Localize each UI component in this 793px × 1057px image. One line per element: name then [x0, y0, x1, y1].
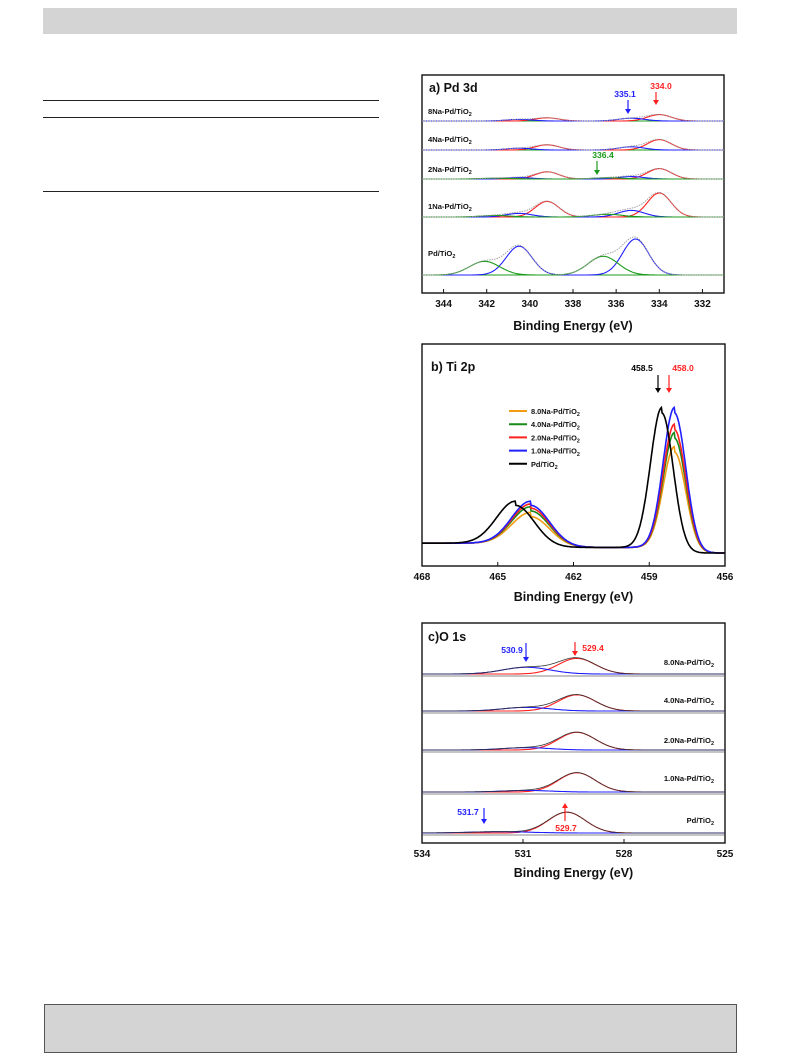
pd3d-x-tick-label: 334	[651, 299, 668, 310]
o1s-arrow	[572, 642, 578, 656]
pd3d-spectrum: 4Na-Pd/TiO2	[422, 135, 724, 151]
pd3d-x-tick-label: 336	[608, 299, 625, 310]
pd3d-annotation: 335.1	[614, 89, 636, 99]
o1s-series-label: 8.0Na-Pd/TiO2	[664, 658, 714, 669]
ti2p-legend-label: 8.0Na-Pd/TiO2	[531, 407, 580, 418]
ti2p-legend-label: Pd/TiO2	[531, 460, 558, 471]
pd3d-arrow	[594, 161, 600, 175]
o1s-annotation: 529.7	[555, 823, 577, 833]
o1s-annotation: 531.7	[457, 807, 479, 817]
pd3d-spectrum: 8Na-Pd/TiO2	[422, 107, 724, 122]
ti2p-x-tick-label: 456	[717, 572, 734, 583]
ti2p-annotation: 458.0	[672, 363, 694, 373]
pd3d-plot-frame	[421, 74, 725, 294]
ti2p-series-line	[422, 405, 725, 554]
o1s-arrow	[523, 643, 529, 662]
pd3d-x-tick-label: 344	[435, 299, 452, 310]
pd3d-envelope	[422, 191, 724, 218]
ti2p-x-tick-label: 465	[489, 572, 506, 583]
pd3d-x-tick-label: 342	[478, 299, 495, 310]
pd3d-annotation: 336.4	[592, 150, 614, 160]
ti2p-legend-label: 2.0Na-Pd/TiO2	[531, 433, 580, 444]
o1s-spectrum: 8.0Na-Pd/TiO2	[422, 657, 725, 677]
ti2p-arrow	[666, 375, 672, 393]
ti2p-legend-label: 1.0Na-Pd/TiO2	[531, 447, 580, 458]
o1s-series-label: Pd/TiO2	[687, 816, 714, 827]
ti2p-legend-label: 4.0Na-Pd/TiO2	[531, 420, 580, 431]
o1s-spectrum: 4.0Na-Pd/TiO2	[422, 694, 725, 714]
ti2p-annotation: 458.5	[631, 363, 653, 373]
ti2p-panel: b) Ti 2p 8.0Na-Pd/TiO2 4.0Na-Pd/TiO2 2.0Na-…	[414, 343, 734, 604]
pd3d-envelope	[422, 113, 724, 122]
o1s-x-axis-label: Binding Energy (eV)	[514, 866, 633, 880]
o1s-x-tick-label: 534	[414, 849, 431, 860]
o1s-envelope	[421, 811, 725, 834]
o1s-envelope	[422, 772, 725, 793]
pd3d-series-label: 8Na-Pd/TiO2	[428, 107, 472, 118]
ti2p-title: b) Ti 2p	[431, 360, 476, 374]
pd3d-panel: a) Pd 3d 8Na-Pd/TiO2 4Na-Pd/TiO2 2Na-Pd/TiO…	[421, 74, 725, 333]
o1s-envelope	[422, 657, 725, 675]
table-top-rule	[43, 100, 379, 101]
pd3d-title: a) Pd 3d	[429, 81, 478, 95]
o1s-x-tick-label: 531	[515, 849, 532, 860]
ti2p-legend: 8.0Na-Pd/TiO2 4.0Na-Pd/TiO2 2.0Na-Pd/TiO2 1…	[509, 407, 580, 471]
o1s-annotation: 530.9	[501, 645, 523, 655]
pd3d-arrow	[653, 92, 659, 105]
header-bar	[43, 8, 737, 34]
o1s-envelope	[422, 731, 725, 751]
o1s-spectrum: Pd/TiO2	[421, 811, 725, 836]
pd3d-spectrum: 1Na-Pd/TiO2	[422, 191, 724, 218]
pd3d-x-tick-label: 338	[565, 299, 582, 310]
o1s-x-tick-label: 525	[717, 849, 734, 860]
pd3d-series-label: Pd/TiO2	[428, 249, 455, 260]
pd3d-x-axis-label: Binding Energy (eV)	[513, 319, 632, 333]
pd3d-envelope	[422, 236, 724, 276]
o1s-annotation: 529.4	[582, 643, 604, 653]
ti2p-plot-frame	[421, 343, 726, 567]
o1s-title: c)O 1s	[428, 630, 466, 644]
ti2p-x-tick-label: 468	[414, 572, 431, 583]
o1s-x-tick-label: 528	[616, 849, 633, 860]
o1s-series-label: 2.0Na-Pd/TiO2	[664, 736, 714, 747]
pd3d-annotation: 334.0	[650, 81, 672, 91]
o1s-envelope	[422, 694, 725, 712]
o1s-series-label: 4.0Na-Pd/TiO2	[664, 696, 714, 707]
pd3d-arrow	[625, 100, 631, 114]
ti2p-x-tick-label: 459	[641, 572, 658, 583]
o1s-panel: c)O 1s 8.0Na-Pd/TiO2 4.0Na-Pd/TiO2 2.0Na-Pd…	[414, 622, 734, 880]
pd3d-series-label: 1Na-Pd/TiO2	[428, 202, 472, 213]
footer-box	[44, 1004, 737, 1053]
pd3d-spectrum: 2Na-Pd/TiO2	[422, 165, 724, 180]
pd3d-series-label: 2Na-Pd/TiO2	[428, 165, 472, 176]
ti2p-arrow	[655, 375, 661, 393]
o1s-spectrum: 1.0Na-Pd/TiO2	[422, 772, 725, 795]
pd3d-series-label: 4Na-Pd/TiO2	[428, 135, 472, 146]
o1s-arrow	[481, 808, 487, 824]
pd3d-x-tick-label: 332	[694, 299, 711, 310]
table-bottom-rule	[43, 191, 379, 192]
o1s-series-label: 1.0Na-Pd/TiO2	[664, 774, 714, 785]
ti2p-series-line	[422, 405, 725, 554]
pd3d-envelope	[422, 138, 724, 151]
pd3d-spectrum: Pd/TiO2	[422, 236, 724, 276]
ti2p-x-tick-label: 462	[565, 572, 582, 583]
o1s-arrow	[562, 803, 568, 821]
pd3d-envelope	[422, 167, 724, 180]
pd3d-x-tick-label: 340	[522, 299, 539, 310]
ti2p-x-axis-label: Binding Energy (eV)	[514, 590, 633, 604]
o1s-spectrum: 2.0Na-Pd/TiO2	[422, 731, 725, 753]
table-header-rule	[43, 117, 379, 118]
